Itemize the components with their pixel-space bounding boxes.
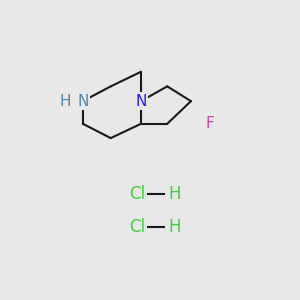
Text: Cl: Cl <box>129 185 146 203</box>
Text: N: N <box>135 94 147 109</box>
Text: H: H <box>60 94 71 109</box>
Text: H: H <box>168 218 181 236</box>
Text: F: F <box>205 116 214 131</box>
Text: N: N <box>77 94 88 109</box>
Text: H: H <box>168 185 181 203</box>
Text: Cl: Cl <box>129 218 146 236</box>
